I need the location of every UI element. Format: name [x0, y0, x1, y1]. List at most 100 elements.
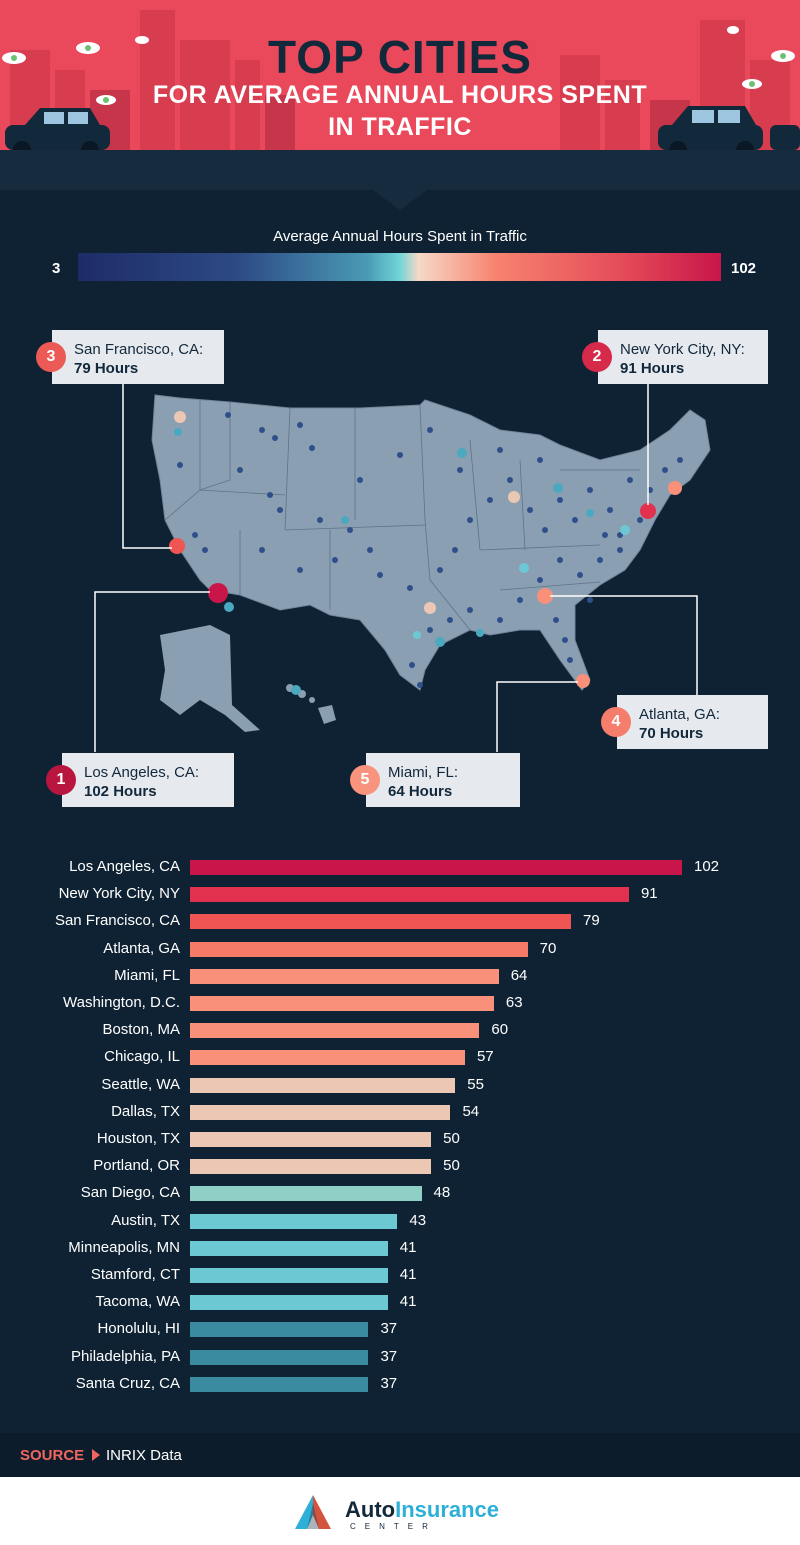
- callout-hours: 79 Hours: [74, 360, 139, 377]
- bar-mark: [190, 1159, 432, 1175]
- bar-value-label: 55: [467, 1075, 484, 1093]
- city-markers: [169, 411, 683, 695]
- logo-wordmark[interactable]: AutoInsurance: [345, 1497, 499, 1523]
- bar-mark: [190, 941, 528, 957]
- callout-hours: 91 Hours: [620, 360, 685, 377]
- logo-subtext: CENTER: [350, 1522, 437, 1531]
- header-notch: [370, 188, 430, 210]
- bar-category-label: Honolulu, HI: [97, 1320, 180, 1338]
- bar-mark: [190, 968, 499, 984]
- bar-category-label: Boston, MA: [102, 1021, 180, 1039]
- bar-value-label: 41: [399, 1293, 417, 1311]
- callout-city: Miami, FL:: [388, 764, 459, 781]
- bar-value-label: 37: [380, 1320, 398, 1338]
- bar-category-label: Atlanta, GA: [103, 939, 180, 957]
- car-icon-right: [658, 106, 800, 159]
- callout-hours: 64 Hours: [388, 783, 453, 800]
- bar-mark: [190, 1268, 388, 1283]
- callout-new-york: 2 New York City, NY: 91 Hours: [582, 330, 768, 384]
- bar-category-label: Los Angeles, CA: [69, 858, 180, 875]
- bar-mark: [190, 1240, 388, 1256]
- header-banner: TOP CITIES FOR AVERAGE ANNUAL HOURS SPEN…: [0, 0, 800, 190]
- legend-max-label: 102: [731, 260, 757, 277]
- bar-category-label: Washington, D.C.: [63, 994, 180, 1011]
- rank-badge: 4: [601, 707, 631, 737]
- source-label: SOURCE: [20, 1447, 85, 1464]
- bar-value-label: 70: [539, 939, 557, 957]
- logo-text-auto: Auto: [345, 1497, 396, 1522]
- bar-mark: [190, 1186, 422, 1202]
- bar-mark: [190, 887, 629, 903]
- arrow-right-icon: [92, 1449, 100, 1461]
- bar-value-label: 41: [399, 1238, 417, 1256]
- legend-min-label: 3: [52, 260, 61, 277]
- bar-category-label: San Francisco, CA: [54, 912, 180, 930]
- us-mainland-shape: [151, 394, 711, 691]
- bar-mark: [190, 1050, 465, 1066]
- callout-hours: 70 Hours: [639, 725, 704, 742]
- bar-category-label: Tacoma, WA: [95, 1293, 180, 1311]
- bar-value-label: 64: [510, 966, 528, 984]
- legend-color-scale: [78, 253, 721, 281]
- bar-value-label: 63: [505, 994, 523, 1011]
- bar-mark: [190, 1104, 451, 1120]
- bar-value-label: 91: [640, 885, 658, 903]
- rank-badge: 3: [36, 342, 66, 372]
- bar-mark: [190, 1295, 388, 1311]
- bar-category-label: Houston, TX: [96, 1130, 180, 1147]
- callout-city: Atlanta, GA:: [639, 706, 720, 723]
- source-band: [0, 1433, 800, 1477]
- bar-mark: [190, 1077, 456, 1093]
- city-skyline-illustration: [2, 10, 800, 159]
- legend-title: Average Annual Hours Spent in Traffic: [273, 228, 527, 245]
- callout-los-angeles: 1 Los Angeles, CA: 102 Hours: [46, 753, 234, 807]
- bar-mark: [190, 860, 682, 875]
- rank-badge: 5: [350, 765, 380, 795]
- bar-value-label: 43: [409, 1211, 427, 1229]
- page-title: TOP CITIES: [268, 31, 532, 83]
- logo-text-insurance: Insurance: [395, 1497, 500, 1522]
- callout-miami: 5 Miami, FL: 64 Hours: [350, 753, 520, 807]
- bar-category-label: Philadelphia, PA: [71, 1347, 180, 1365]
- callout-leader-lines: [94, 382, 698, 752]
- callout-hours: 102 Hours: [84, 783, 157, 800]
- bar-category-label: Miami, FL: [114, 966, 180, 984]
- page-subtitle-line1: FOR AVERAGE ANNUAL HOURS SPENT: [152, 81, 648, 109]
- bar-mark: [190, 1322, 369, 1338]
- bar-value-label: 50: [443, 1130, 460, 1147]
- bar-value-label: 60: [491, 1021, 509, 1039]
- rank-badge: 1: [46, 765, 76, 795]
- state-borders: [164, 400, 640, 631]
- callout-atlanta: 4 Atlanta, GA: 70 Hours: [601, 695, 768, 749]
- us-map: [94, 382, 711, 752]
- alaska-shape: [160, 625, 260, 732]
- bar-category-label: Minneapolis, MN: [68, 1238, 180, 1256]
- callout-city: New York City, NY:: [620, 341, 745, 358]
- bar-category-label: Seattle, WA: [101, 1075, 180, 1093]
- bar-mark: [190, 914, 572, 930]
- bar-value-label: 41: [399, 1266, 417, 1283]
- bar-value-label: 48: [433, 1184, 451, 1202]
- bar-value-label: 50: [443, 1157, 460, 1175]
- bar-value-label: 79: [583, 912, 600, 930]
- bar-category-label: San Diego, CA: [80, 1184, 180, 1202]
- callout-city: San Francisco, CA:: [74, 341, 204, 358]
- footer: [0, 1477, 800, 1545]
- bar-mark: [190, 1213, 398, 1229]
- bar-chart: Los Angeles, CA 102 New York City, NY 91 San…: [0, 850, 800, 1410]
- bar-mark: [190, 1349, 369, 1365]
- bar-value-label: 37: [380, 1347, 398, 1365]
- bar-value-label: 57: [476, 1048, 494, 1066]
- bar-category-label: Stamford, CT: [90, 1266, 180, 1283]
- logo-mountain-icon: [295, 1495, 331, 1529]
- bar-value-label: 37: [380, 1374, 398, 1392]
- page-subtitle-line2: IN TRAFFIC: [328, 113, 472, 141]
- header-band: [0, 150, 800, 190]
- bar-mark: [190, 1132, 432, 1147]
- bar-category-label: Chicago, IL: [104, 1048, 180, 1066]
- bar-value-label: 102: [694, 858, 720, 875]
- source-value: INRIX Data: [106, 1447, 182, 1464]
- car-icon-left: [5, 108, 110, 159]
- callout-san-francisco: 3 San Francisco, CA: 79 Hours: [36, 330, 224, 384]
- bar-category-label: Portland, OR: [93, 1157, 180, 1175]
